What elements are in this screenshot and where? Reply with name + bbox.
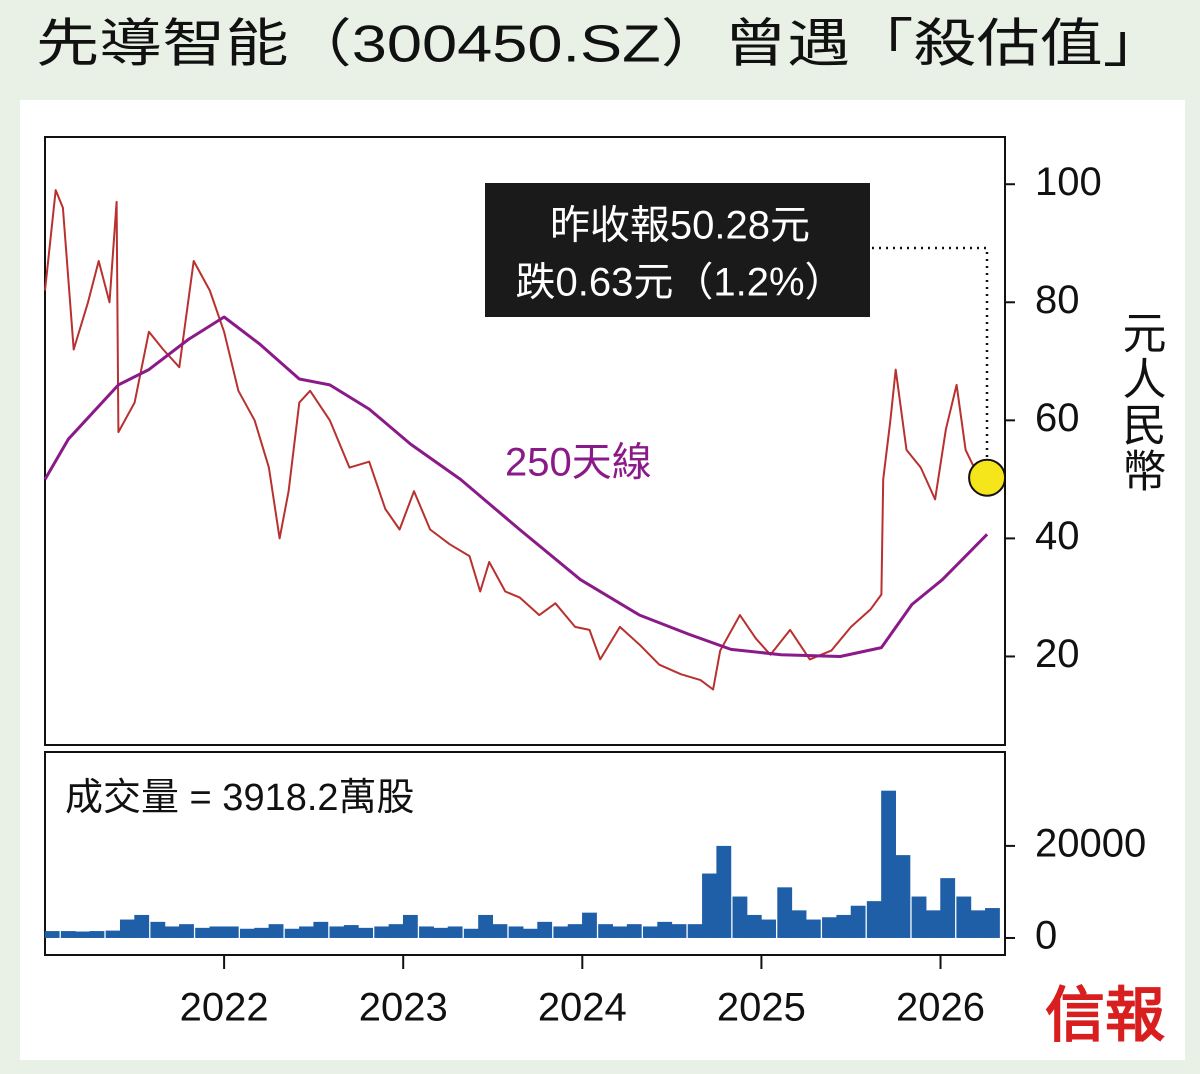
volume-bar [419,926,434,938]
volume-bar [478,914,494,938]
volume-bar [374,926,390,938]
volume-bar [388,924,404,938]
annotation: 跌0.63元（1.2%） [515,261,844,305]
volume-bar [582,912,597,938]
x-tick-label: 2023 [359,986,448,1030]
volume-bar [732,896,748,938]
volume-bar [447,926,463,938]
y-tick-label: 40 [1035,514,1080,558]
volume-bar [657,921,673,938]
volume-bar [223,926,239,938]
volume-bar [268,924,284,938]
price-line [44,189,988,691]
volume-bar [299,926,314,938]
volume-bar [866,901,882,938]
chart-title: 先導智能（300450.SZ）曾遇「殺估值」 [36,16,1166,74]
volume-bar [179,924,194,938]
volume-bar [433,927,449,938]
annotation-box [485,183,870,317]
volume-bar [164,926,180,938]
volume-bar [105,930,121,938]
x-tick-label: 2025 [717,986,806,1030]
volume-bar [822,917,837,938]
volume-bar [985,908,1000,938]
volume-bar [777,887,793,938]
y-tick-label: 60 [1035,396,1080,440]
volume-bar [940,878,956,938]
volume-bar [329,926,345,938]
volume-bar [537,921,553,938]
volume-bar [761,919,776,938]
y-axis-label: 元人民幣 [1116,310,1166,494]
volume-bar [508,926,524,938]
volume-bar [671,924,687,938]
volume-bar [626,924,642,938]
volume-frame [44,751,1006,956]
volume-bar [687,924,703,938]
volume-bar [925,910,941,938]
volume-bar [642,926,658,938]
y-tick-label: 100 [1035,160,1102,204]
volume-bar [195,927,211,938]
x-tick-label: 2024 [538,986,627,1030]
volume-bar [612,926,628,938]
volume-bar [970,910,986,938]
volume-bar [567,924,583,938]
volume-bar [44,931,60,938]
volume-bar [492,924,508,938]
annotation: 昨收報50.28元 [550,204,810,248]
moving-average-line [43,315,989,658]
volume-bar [956,896,972,938]
plots: 20 40 60 80 100 0 20000 2022 2023 2024 2025 2026 [43,160,1146,1030]
volume-bar [239,928,255,938]
volume-bar [553,926,569,938]
series-label: 250天線 [505,441,652,485]
volume-bar [150,921,166,938]
volume-bar [284,928,300,938]
volume-bar [746,914,762,938]
volume-annotation: 成交量 = 3918.2萬股 [65,777,415,819]
y-tick-label: 80 [1035,278,1080,322]
volume-bar [75,931,91,938]
volume-bar [89,931,105,938]
volume-bar [402,914,418,938]
volume-bar [134,914,150,938]
last-close-marker [968,458,1007,497]
volume-bar [313,921,329,938]
volume-bar [836,914,852,938]
volume-bar [702,873,717,938]
volume-bar [805,919,821,938]
x-tick-label: 2026 [896,986,985,1030]
volume-bar [209,926,225,938]
y-tick-label: 0 [1035,914,1057,958]
volume-bar [343,925,359,938]
logo: 信報 [1045,983,1165,1049]
volume-bar [119,919,135,938]
volume-bar [522,928,538,938]
volume-bar [881,790,896,938]
volume-bar [598,924,614,938]
volume-bar [60,931,76,938]
volume-bar [254,927,270,938]
volume-bar [358,927,374,938]
volume-bar [895,855,911,938]
volume-bar [791,910,807,938]
y-tick-label: 20000 [1035,821,1146,865]
volume-bar [911,896,927,938]
volume-bar [716,845,732,938]
price-frame [44,136,1006,746]
volume-bar [463,928,479,938]
volume-bar [850,905,866,938]
y-tick-label: 20 [1035,632,1080,676]
x-tick-label: 2022 [180,986,269,1030]
